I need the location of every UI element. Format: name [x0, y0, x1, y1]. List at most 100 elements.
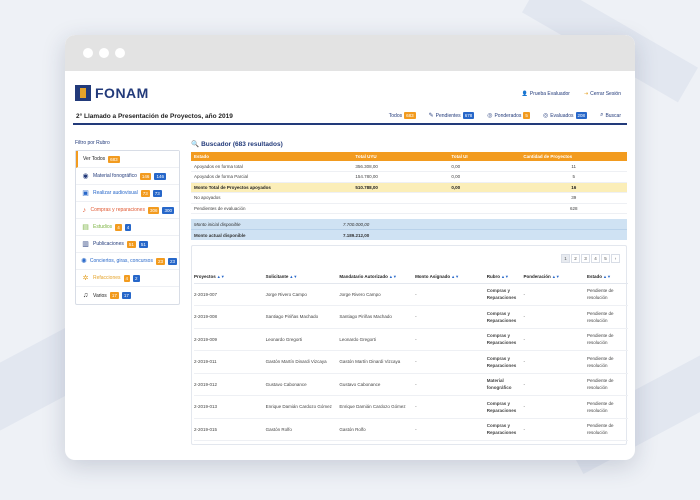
filter-item[interactable]: Ver Todos 683	[76, 151, 179, 168]
summary-cell	[448, 203, 521, 214]
filter-label: Estudios	[93, 224, 113, 230]
count-badge: 23	[155, 257, 165, 265]
count-badge: 51	[126, 240, 136, 248]
cell-id: 2-2019-015	[194, 418, 266, 441]
estado-line: Pendiente de	[587, 310, 614, 316]
cell-estado[interactable]: Pendiente de resolución	[587, 283, 628, 306]
studio-icon: ▤	[82, 224, 89, 231]
cell-solicitante: Santiago Piriñas Machado	[265, 305, 340, 329]
sort-icon[interactable]: ▲▼	[451, 274, 460, 280]
projects-table: Proyectos▲▼ Solicitante▲▼ Mandatario Autor…	[194, 271, 628, 441]
main-panel: 🔍 Buscador (683 resultados) Estado Total …	[191, 140, 628, 460]
filter-item[interactable]: ♫ Varios 17 17	[76, 287, 179, 304]
sort-icon[interactable]: ▲▼	[216, 274, 225, 280]
count-badge: 683	[404, 112, 416, 119]
summary-row: Pendientes de evaluación 628	[191, 203, 627, 214]
column-header[interactable]: Estado▲▼	[587, 271, 628, 284]
summary-header: Cantidad de Proyectos	[520, 152, 627, 161]
filter-list: Ver Todos 683 ◉ Material fonográfico 146 146 ▣…	[75, 150, 180, 305]
count-badge: 4	[123, 274, 131, 282]
page-button[interactable]: 2	[571, 254, 580, 263]
table-row[interactable]: 2-2019-009 Leonardo Gregorti Leonardo Greg…	[194, 328, 628, 351]
filter-item[interactable]: ▤ Estudios 4 4	[76, 219, 179, 236]
filter-label: Compras y reparaciones	[90, 207, 145, 213]
filter-item[interactable]: ◉ Material fonográfico 146 146	[76, 168, 179, 185]
page-button[interactable]: ›	[611, 254, 620, 263]
projects-panel: 1 2 3 4 5 › Proyectos▲▼ Solicitante▲▼ Mandatari…	[191, 245, 628, 445]
fonam-logo[interactable]: FONAM	[75, 85, 149, 101]
count-badge: 146	[154, 172, 166, 180]
sort-icon[interactable]: ▲▼	[551, 274, 560, 280]
filter-item[interactable]: ✺ Conciertos, giras, concursos 23 23	[76, 253, 179, 270]
sort-icon[interactable]: ▲▼	[603, 274, 611, 280]
column-header[interactable]: Mandatario Autorizado▲▼	[339, 271, 416, 284]
column-header[interactable]: Ponderación▲▼	[523, 271, 587, 284]
table-row[interactable]: 2-2019-013 Enrique Damián Cardozo Gómez En…	[194, 395, 628, 419]
cell-estado[interactable]: Pendiente de resolución	[587, 328, 628, 351]
estado-line: resolución	[587, 340, 608, 346]
logout-link[interactable]: ⇥ Cerrar Sesión	[584, 91, 621, 97]
cell-ponderacion: -	[523, 350, 587, 374]
count-badge: 73	[152, 189, 162, 197]
amount-label: Monto inicial disponible	[194, 221, 241, 227]
table-row[interactable]: 2-2019-007 Jorge Rivero Campo Jorge Rivero…	[194, 283, 628, 306]
table-row[interactable]: 2-2019-012 Gustavo Cabonance Gustavo Cabon…	[194, 373, 628, 396]
summary-cell: Apoyados en forma total	[191, 161, 353, 172]
tab-ponderados[interactable]: ◎ Ponderados 5	[487, 112, 530, 119]
rubro-line: Compras y	[486, 400, 510, 406]
column-header[interactable]: Monto Asignado▲▼	[415, 271, 487, 284]
filter-item[interactable]: ✲ Refacciones 4 2	[76, 270, 179, 287]
column-label: Mandatario Autorizado	[339, 274, 388, 280]
summary-cell: 628	[520, 203, 627, 214]
page-button[interactable]: 5	[601, 254, 610, 263]
sort-icon[interactable]: ▲▼	[289, 274, 298, 280]
rubro-line: Reparaciones	[486, 407, 517, 413]
summary-cell: 0,00	[448, 161, 521, 172]
summary-row: Monto Total de Proyectos apoyados 510.788…	[191, 182, 627, 193]
summary-cell: 0,00	[448, 171, 521, 183]
sort-icon[interactable]: ▲▼	[388, 274, 397, 280]
filter-item[interactable]: ♪ Compras y reparaciones 306 300	[76, 202, 179, 219]
page-button[interactable]: 3	[581, 254, 590, 263]
column-header[interactable]: Solicitante▲▼	[265, 271, 340, 284]
tab-todos[interactable]: Todos 683	[389, 112, 416, 119]
column-header[interactable]: Proyectos▲▼	[194, 271, 266, 284]
tab-label: Evaluados	[550, 112, 574, 119]
cell-id: 2-2019-011	[194, 350, 266, 374]
sort-icon[interactable]: ▲▼	[500, 274, 509, 280]
estado-line: resolución	[587, 407, 608, 413]
cell-monto: -	[415, 418, 487, 441]
tab-evaluados[interactable]: ◎ Evaluados 208	[543, 112, 588, 119]
tab-pendientes[interactable]: ✎ Pendientes 678	[429, 112, 475, 119]
filter-item[interactable]: ▣ Realizar audiovisual 73 73	[76, 185, 179, 202]
cell-id: 2-2019-013	[194, 395, 266, 419]
user-profile-link[interactable]: 👤 Prueba Evaluador	[522, 91, 570, 97]
cell-estado[interactable]: Pendiente de resolución	[587, 350, 628, 374]
cell-id: 2-2019-008	[194, 305, 266, 329]
tab-label: Todos	[388, 112, 403, 119]
table-row[interactable]: 2-2019-008 Santiago Piriñas Machado Santia…	[194, 305, 628, 329]
cell-rubro: Material fonográfico	[486, 373, 524, 396]
column-header[interactable]: Rubro▲▼	[486, 271, 524, 284]
cell-estado[interactable]: Pendiente de resolución	[587, 305, 628, 329]
filter-item[interactable]: ▥ Publicaciones 51 51	[76, 236, 179, 253]
book-icon: ▥	[82, 241, 89, 248]
search-icon: 🔍	[191, 141, 200, 148]
table-row[interactable]: 2-2019-015 Gastón Rolfo Gastón Rolfo - Compr…	[194, 418, 628, 441]
cell-id: 2-2019-012	[194, 373, 266, 396]
cell-estado[interactable]: Pendiente de resolución	[587, 373, 628, 396]
window-dot	[115, 48, 125, 58]
column-label: Solicitante	[265, 274, 289, 280]
page-button[interactable]: 1	[561, 254, 570, 263]
estado-line: Pendiente de	[587, 378, 614, 384]
check-circle-icon: ◎	[487, 113, 493, 119]
cell-monto: -	[415, 328, 487, 351]
window-dot	[99, 48, 109, 58]
cell-estado[interactable]: Pendiente de resolución	[587, 395, 628, 419]
summary-cell: 39	[520, 192, 627, 204]
cell-estado[interactable]: Pendiente de resolución	[587, 418, 628, 441]
page-button[interactable]: 4	[591, 254, 600, 263]
browser-window: FONAM 👤 Prueba Evaluador ⇥ Cerrar Sesión 2…	[65, 35, 635, 460]
table-row[interactable]: 2-2019-011 Gastón Martín Dinardi Vizcaya G…	[194, 350, 628, 374]
tab-buscar[interactable]: ⌕ Buscar	[600, 112, 621, 119]
